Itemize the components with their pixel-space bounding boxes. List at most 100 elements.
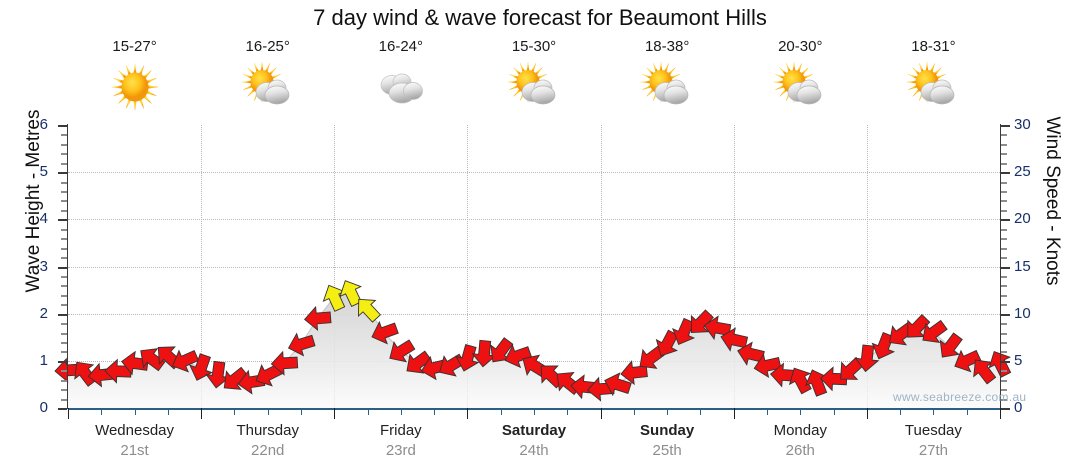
right-axis-tick-minor	[1001, 153, 1007, 156]
right-axis-tick-minor	[1001, 209, 1007, 212]
x-axis-tick-minor	[367, 408, 369, 415]
cloud-icon	[334, 60, 468, 114]
sun-cloud-icon	[600, 60, 734, 114]
wind-arrow	[205, 360, 231, 389]
right-axis-tick-minor	[1001, 370, 1007, 373]
day-footer-friday: Friday 23rd	[334, 421, 468, 461]
wind-arrow	[389, 339, 416, 363]
x-axis-tick-minor	[267, 408, 269, 415]
right-axis-tick-minor	[1001, 275, 1007, 278]
x-axis-tick-major	[201, 408, 203, 419]
left-axis-tick-label: 2	[39, 304, 48, 322]
left-axis-tick-minor	[61, 191, 67, 194]
day-date: 23rd	[385, 442, 416, 459]
x-axis-tick-minor	[301, 408, 302, 415]
x-axis-tick-minor	[633, 408, 635, 415]
x-axis-tick-minor	[900, 408, 902, 415]
left-axis-tick-label: 5	[39, 163, 48, 181]
left-axis-line	[67, 124, 68, 409]
left-axis-tick-minor	[61, 153, 67, 156]
wind-arrow	[939, 332, 963, 358]
day-header-thursday: 16-25°	[201, 38, 335, 114]
x-axis-tick-major	[1000, 408, 1001, 419]
left-axis-tick-minor	[61, 181, 67, 184]
wind-arrow	[371, 320, 399, 345]
day-header-friday: 16-24°	[334, 38, 468, 114]
wind-arrow	[639, 345, 665, 369]
gridline-horizontal	[68, 266, 1000, 268]
left-axis-tick-minor	[61, 275, 67, 278]
gridline-horizontal	[68, 313, 1000, 315]
left-axis-tick-minor	[61, 238, 67, 241]
wind-arrow-highlight	[322, 284, 346, 312]
wind-arrow	[854, 344, 880, 373]
left-axis-title: Wave Height - Metres	[23, 109, 44, 293]
wind-arrow	[840, 356, 865, 380]
day-footer-tuesday: Tuesday 27th	[866, 421, 1000, 461]
wind-arrow	[907, 314, 931, 338]
x-axis-tick-major	[866, 408, 868, 419]
wind-arrow	[655, 329, 679, 357]
gridline-day-divider	[866, 125, 868, 408]
right-axis-tick-minor	[1001, 389, 1007, 392]
right-axis-tick-minor	[1001, 238, 1007, 241]
x-axis-tick-minor	[767, 408, 768, 415]
watermark: www.seabreeze.com.au	[893, 390, 1027, 404]
left-axis-tick-minor	[61, 200, 67, 203]
wind-arrow	[471, 339, 497, 368]
day-footer-saturday: Saturday 24th	[467, 421, 601, 461]
right-axis-tick-minor	[1001, 191, 1007, 194]
wind-arrow	[604, 372, 632, 397]
left-axis-tick-minor	[61, 379, 67, 382]
right-axis-tick-label: 0	[1014, 399, 1023, 416]
wind-arrow	[223, 366, 249, 390]
left-axis-tick-major	[58, 408, 67, 410]
wind-arrow	[753, 353, 782, 378]
x-axis-tick-minor	[167, 408, 169, 415]
right-axis-tick-major	[1001, 172, 1010, 175]
x-axis-tick-minor	[700, 408, 702, 415]
temperature-range: 18-31°	[911, 38, 956, 55]
day-name: Tuesday	[904, 422, 962, 439]
right-axis-tick-minor	[1001, 181, 1007, 184]
gridline-day-divider	[600, 125, 602, 408]
wind-arrow	[922, 319, 948, 343]
wind-arrow	[973, 359, 997, 385]
wind-arrow	[287, 332, 316, 357]
page-title: 7 day wind & wave forecast for Beaumont …	[313, 5, 767, 30]
temperature-range: 16-25°	[245, 38, 290, 55]
sun-cloud-icon	[467, 60, 601, 114]
right-axis-tick-minor	[1001, 304, 1007, 307]
right-axis-tick-minor	[1001, 143, 1007, 146]
x-axis-tick-minor	[134, 408, 136, 415]
right-axis-tick-minor	[1001, 398, 1007, 401]
right-axis-tick-major	[1001, 219, 1010, 222]
day-name: Saturday	[501, 422, 567, 439]
x-axis-tick-minor	[534, 408, 535, 415]
left-axis-tick-minor	[61, 389, 67, 392]
right-axis-tick-major	[1001, 360, 1010, 363]
wind-arrow	[871, 332, 895, 360]
left-axis-tick-label: 4	[39, 210, 48, 228]
sun-cloud-icon	[733, 60, 867, 114]
left-axis-tick-major	[58, 219, 67, 222]
wind-arrow-series	[54, 280, 1012, 402]
x-axis-tick-minor	[234, 408, 236, 415]
left-axis-tick-minor	[61, 351, 67, 354]
left-axis-tick-label: 3	[39, 257, 48, 275]
right-axis-tick-major	[1001, 408, 1010, 410]
right-axis-tick-label: 30	[1014, 116, 1031, 133]
day-footer-sunday: Sunday 25th	[600, 421, 734, 461]
left-axis-tick-minor	[61, 228, 67, 231]
right-axis-tick-label: 10	[1014, 304, 1031, 322]
x-axis-tick-major	[467, 408, 469, 419]
wind-arrow	[690, 309, 714, 334]
day-header-saturday: 15-30°	[467, 38, 601, 114]
gridline-day-divider	[733, 125, 735, 408]
left-axis-tick-major	[58, 266, 67, 269]
day-date: 25th	[652, 442, 682, 459]
day-name: Sunday	[640, 422, 695, 439]
right-axis-tick-minor	[1001, 285, 1007, 288]
x-axis-tick-major	[334, 408, 336, 419]
day-name: Thursday	[236, 422, 299, 439]
